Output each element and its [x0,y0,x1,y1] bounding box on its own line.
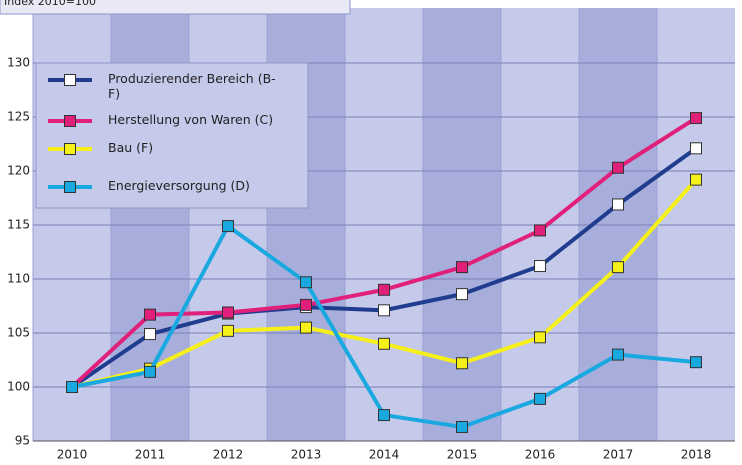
legend-label: Herstellung von Waren (C) [108,112,274,127]
x-tick-label: 2012 [213,448,244,462]
data-point [300,321,312,334]
data-point [534,260,546,273]
data-point [144,308,156,321]
data-point [690,112,702,125]
data-point [534,392,546,405]
data-point [222,324,234,337]
data-point [456,261,468,274]
y-tick-label: 110 [7,272,30,286]
x-tick-label: 2010 [57,448,88,462]
y-tick-label: 105 [7,326,30,340]
legend-label-box: Produzierender Bereich (B-F) [108,71,276,101]
x-tick-label: 2017 [603,448,634,462]
data-point [144,328,156,341]
x-tick-label: 2016 [525,448,556,462]
x-tick-label: 2011 [135,448,166,462]
x-tick-label: 2018 [681,448,712,462]
legend-label: Produzierender Bereich (B-F) [108,71,276,101]
legend-marker [64,115,76,127]
y-tick-label: 125 [7,110,30,124]
legend-label: Energieversorgung (D) [108,178,250,193]
data-point [300,276,312,289]
subtitle: Index 2010=100 [4,0,96,8]
legend-label-box: Energieversorgung (D) [108,178,250,193]
x-tick-label: 2015 [447,448,478,462]
data-point [378,337,390,350]
data-point [144,365,156,378]
data-point [300,298,312,311]
data-point [612,261,624,274]
data-point [534,331,546,344]
data-point [612,198,624,211]
data-point [66,381,78,393]
legend-label-box: Bau (F) [108,140,154,155]
legend-label: Bau (F) [108,140,154,155]
data-point [612,161,624,174]
legend-marker [64,181,76,193]
x-tick-label: 2013 [291,448,322,462]
y-tick-label: 130 [7,56,30,70]
data-point [222,306,234,319]
y-tick-label: 115 [7,218,30,232]
y-tick-label: 100 [7,380,30,394]
data-point [456,357,468,370]
data-point [456,420,468,433]
data-point [690,356,702,369]
data-point [222,220,234,233]
data-point [456,288,468,301]
legend-label-box: Herstellung von Waren (C) [108,112,274,127]
data-point [378,304,390,317]
y-tick-label: 95 [15,434,30,448]
subtitle-box [0,0,351,15]
legend [35,62,309,209]
data-point [690,142,702,155]
legend-marker [64,74,76,86]
y-tick-label: 120 [7,164,30,178]
legend-marker [64,143,76,155]
data-point [690,173,702,186]
data-point [612,348,624,361]
data-point [534,224,546,237]
data-point [378,409,390,422]
x-tick-label: 2014 [369,448,400,462]
data-point [378,283,390,296]
